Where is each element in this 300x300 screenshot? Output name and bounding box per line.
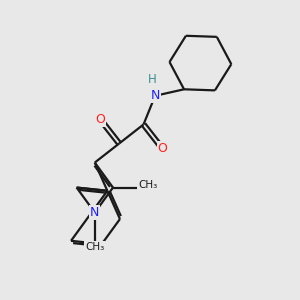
Text: CH₃: CH₃ xyxy=(85,242,104,252)
Text: N: N xyxy=(150,89,160,102)
Text: O: O xyxy=(158,142,167,155)
Text: N: N xyxy=(90,206,100,219)
Text: O: O xyxy=(95,112,105,126)
Text: CH₃: CH₃ xyxy=(138,180,157,190)
Text: H: H xyxy=(148,73,157,86)
